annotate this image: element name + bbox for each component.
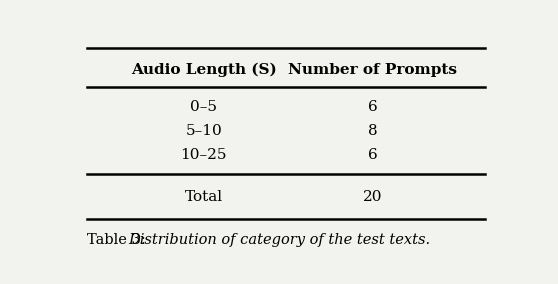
Text: 10–25: 10–25 [181, 149, 227, 162]
Text: 20: 20 [363, 190, 382, 204]
Text: 5–10: 5–10 [185, 124, 222, 138]
Text: 0–5: 0–5 [190, 100, 217, 114]
Text: 6: 6 [368, 100, 377, 114]
Text: Number of Prompts: Number of Prompts [288, 63, 457, 77]
Text: 8: 8 [368, 124, 377, 138]
Text: Total: Total [185, 190, 223, 204]
Text: 6: 6 [368, 149, 377, 162]
Text: Distribution of category of the test texts.: Distribution of category of the test tex… [128, 233, 431, 247]
Text: Audio Length (S): Audio Length (S) [131, 63, 277, 77]
Text: Table 3:: Table 3: [87, 233, 151, 247]
